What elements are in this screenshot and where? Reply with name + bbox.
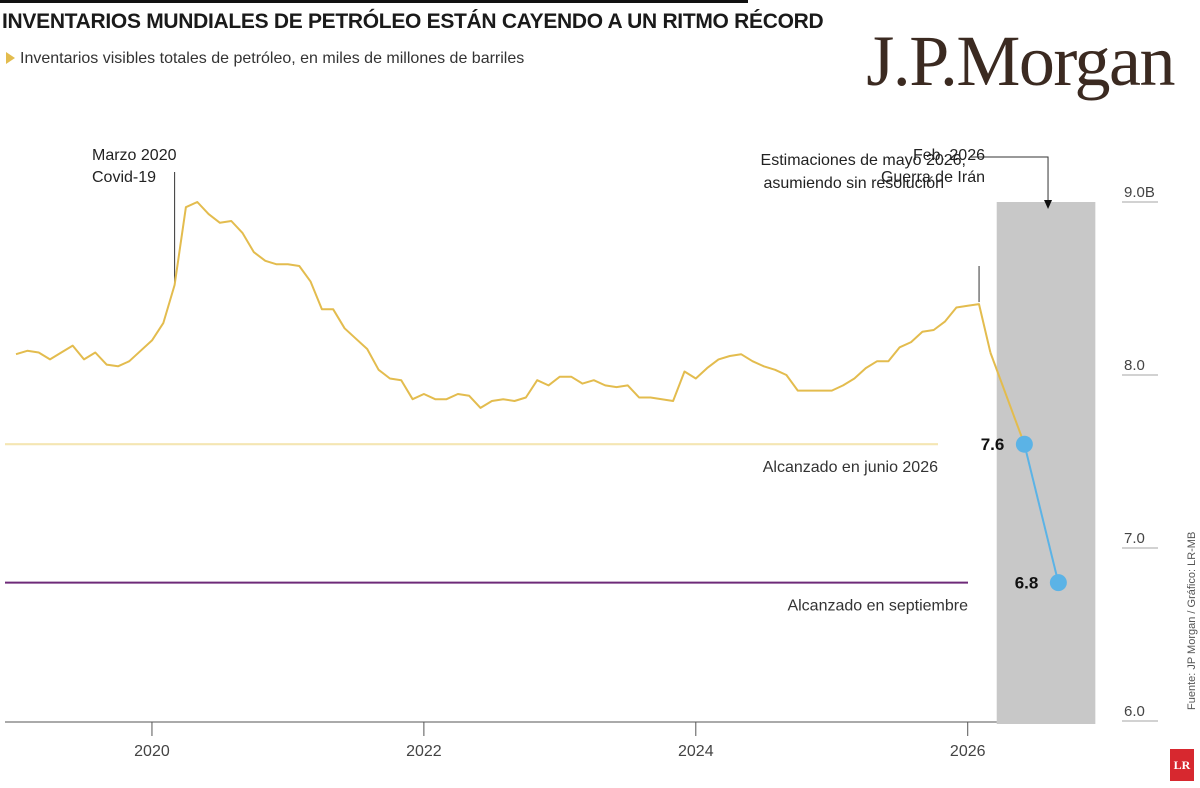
x-tick-label: 2026 bbox=[950, 743, 986, 760]
estimate-shaded-region bbox=[996, 202, 1096, 724]
y-tick-label: 6.0 bbox=[1124, 703, 1145, 720]
chart-subtitle: Inventarios visibles totales de petróleo… bbox=[6, 50, 524, 68]
data-labels: 7.6 6.8 bbox=[981, 435, 1039, 592]
annotation-line-1: Feb. 2026 bbox=[913, 147, 985, 164]
y-tick-label: 7.0 bbox=[1124, 530, 1145, 547]
y-tick-label: 9.0B bbox=[1124, 184, 1155, 201]
bridge-series-line bbox=[989, 352, 1026, 445]
data-label: 6.8 bbox=[1015, 574, 1039, 593]
estimate-label-line-2: asumiendo sin resolución bbox=[763, 175, 944, 192]
x-tick-label: 2022 bbox=[406, 743, 442, 760]
x-tick-label: 2024 bbox=[678, 743, 714, 760]
estimate-leader-line bbox=[970, 156, 1049, 202]
reference-line-label: Alcanzado en septiembre bbox=[787, 598, 968, 615]
triangle-bullet-icon bbox=[6, 52, 15, 64]
x-axis: 2020 2022 2024 2026 bbox=[5, 721, 997, 760]
reference-lines: Alcanzado en junio 2026 Alcanzado en sept… bbox=[5, 443, 968, 615]
estimate-label-line-1: Estimaciones de mayo 2026, bbox=[761, 152, 966, 169]
estimate-series-line bbox=[1023, 443, 1060, 583]
estimate-point bbox=[1015, 435, 1033, 453]
reference-line-label: Alcanzado en junio 2026 bbox=[763, 459, 938, 476]
history-series-line bbox=[15, 201, 992, 409]
lr-badge: LR bbox=[1170, 749, 1194, 781]
annotation-line-2: Covid-19 bbox=[92, 169, 156, 186]
series bbox=[15, 201, 1067, 592]
x-tick-label: 2020 bbox=[134, 743, 170, 760]
chart-subtitle-text: Inventarios visibles totales de petróleo… bbox=[20, 50, 525, 67]
arrow-down-icon bbox=[1044, 200, 1053, 209]
annotation-line-1: Marzo 2020 bbox=[92, 147, 177, 164]
chart-title: INVENTARIOS MUNDIALES DE PETRÓLEO ESTÁN … bbox=[2, 10, 824, 33]
estimate-point bbox=[1049, 574, 1067, 592]
annotation-line-2: Guerra de Irán bbox=[881, 169, 985, 186]
y-axis: 6.0 7.0 8.0 9.0B bbox=[1122, 184, 1158, 722]
source-credit: Fuente: JP Morgan / Gráfico: LR-MB bbox=[1186, 531, 1198, 710]
top-rule bbox=[0, 0, 748, 3]
data-label: 7.6 bbox=[981, 435, 1005, 454]
jpmorgan-logo: J.P.Morgan bbox=[866, 21, 1175, 101]
y-tick-label: 8.0 bbox=[1124, 357, 1145, 374]
annotations: Estimaciones de mayo 2026, asumiendo sin … bbox=[92, 147, 1053, 303]
